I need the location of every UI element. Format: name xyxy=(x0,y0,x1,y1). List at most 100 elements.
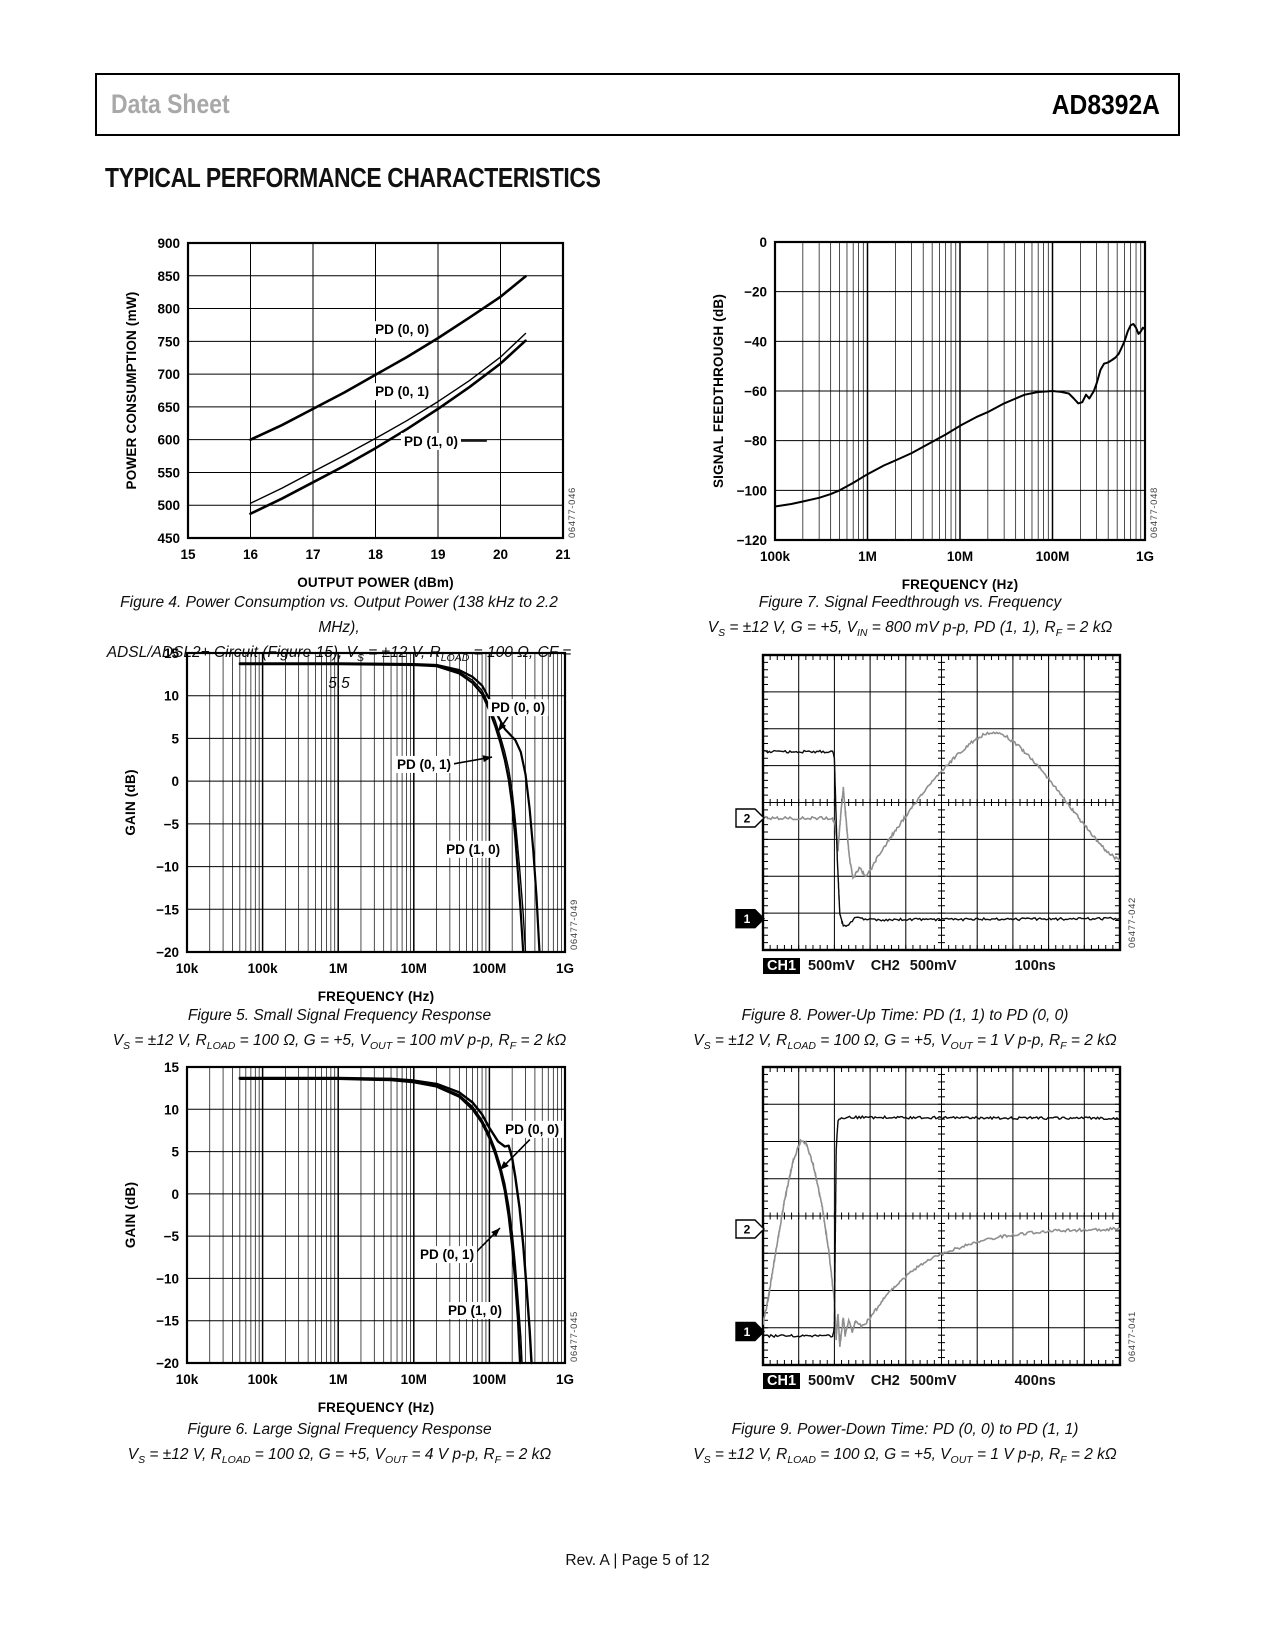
svg-text:10: 10 xyxy=(164,1102,179,1117)
svg-text:−10: −10 xyxy=(156,860,179,875)
series-pd-1-0 xyxy=(249,339,527,516)
svg-text:FREQUENCY (Hz): FREQUENCY (Hz) xyxy=(318,1400,435,1415)
series-pd-0-0 xyxy=(238,662,541,954)
svg-text:PD (1, 0): PD (1, 0) xyxy=(448,1303,502,1318)
trace-ch1-input xyxy=(763,749,1120,928)
svg-text:20: 20 xyxy=(493,547,508,562)
svg-text:16: 16 xyxy=(243,547,259,562)
svg-text:−20: −20 xyxy=(156,945,179,960)
svg-text:1: 1 xyxy=(744,1325,751,1339)
svg-text:450: 450 xyxy=(157,531,180,546)
svg-text:600: 600 xyxy=(157,433,180,448)
ch2-label: CH2 xyxy=(870,958,900,974)
svg-text:5: 5 xyxy=(171,731,179,746)
svg-text:FREQUENCY (Hz): FREQUENCY (Hz) xyxy=(902,577,1019,592)
figure-7-code: 06477-048 xyxy=(1149,487,1160,538)
svg-text:PD (1, 0): PD (1, 0) xyxy=(404,434,458,449)
svg-text:GAIN (dB): GAIN (dB) xyxy=(123,1182,138,1248)
svg-text:100M: 100M xyxy=(1036,549,1070,564)
svg-text:PD (1, 0): PD (1, 0) xyxy=(446,842,500,857)
svg-text:2: 2 xyxy=(744,1223,751,1237)
svg-text:1M: 1M xyxy=(329,1372,348,1387)
trace-ch1-input xyxy=(763,1114,1120,1339)
svg-text:10M: 10M xyxy=(947,549,973,564)
figure-5-code: 06477-049 xyxy=(569,899,580,950)
ch2-scale: 500mV xyxy=(909,958,957,974)
figure-9-readout: CH1 500mV CH2 500mV 400ns xyxy=(763,1373,1056,1389)
svg-text:SIGNAL FEEDTHROUGH (dB): SIGNAL FEEDTHROUGH (dB) xyxy=(711,294,726,488)
svg-text:2: 2 xyxy=(744,811,751,825)
svg-text:5: 5 xyxy=(171,1145,179,1160)
series-pd-0-1 xyxy=(249,332,527,504)
svg-text:−10: −10 xyxy=(156,1271,179,1286)
svg-text:−20: −20 xyxy=(744,285,767,300)
series-pd-0-1 xyxy=(239,663,527,953)
svg-text:700: 700 xyxy=(157,367,180,382)
svg-text:−15: −15 xyxy=(156,1314,179,1329)
figure-8-caption: Figure 8. Power-Up Time: PD (1, 1) to PD… xyxy=(693,1007,1117,1053)
svg-text:POWER CONSUMPTION (mW): POWER CONSUMPTION (mW) xyxy=(124,292,139,490)
svg-text:1: 1 xyxy=(744,912,751,926)
svg-text:15: 15 xyxy=(164,1060,180,1075)
series-pd-1-0 xyxy=(238,1077,522,1365)
series-pd-0-0 xyxy=(238,1076,533,1365)
svg-text:0: 0 xyxy=(759,235,767,250)
section-title: TYPICAL PERFORMANCE CHARACTERISTICS xyxy=(105,162,601,193)
ch2-label: CH2 xyxy=(870,1373,900,1389)
figure-9-caption: Figure 9. Power-Down Time: PD (0, 0) to … xyxy=(693,1421,1117,1467)
trace-ch2-output xyxy=(763,1138,1120,1348)
svg-text:PD (0, 1): PD (0, 1) xyxy=(397,757,451,772)
figure-9-scope: 21 xyxy=(735,1065,1122,1367)
svg-text:10k: 10k xyxy=(176,961,199,976)
svg-text:100M: 100M xyxy=(473,961,507,976)
series-pd-1-0 xyxy=(238,663,525,954)
ch1-badge: CH1 xyxy=(763,1373,801,1389)
svg-text:PD (0, 0): PD (0, 0) xyxy=(375,322,429,337)
ch1-badge: CH1 xyxy=(763,958,801,974)
trace-ch2-output xyxy=(763,731,1120,881)
figure-6-code: 06477-045 xyxy=(569,1311,580,1362)
figure-5-caption: Figure 5. Small Signal Frequency Respons… xyxy=(112,1007,567,1053)
channel-marker-2 xyxy=(735,808,765,828)
svg-text:550: 550 xyxy=(157,465,180,480)
series-pd-0-0 xyxy=(249,275,527,441)
svg-text:850: 850 xyxy=(157,269,180,284)
svg-text:1G: 1G xyxy=(1136,549,1154,564)
svg-text:10k: 10k xyxy=(176,1372,199,1387)
svg-text:750: 750 xyxy=(157,334,180,349)
svg-text:10M: 10M xyxy=(401,1372,427,1387)
svg-text:100M: 100M xyxy=(473,1372,507,1387)
svg-text:0: 0 xyxy=(171,1187,179,1202)
svg-text:17: 17 xyxy=(305,547,320,562)
figure-6-caption: Figure 6. Large Signal Frequency Respons… xyxy=(127,1421,552,1467)
figure-9-code: 06477-041 xyxy=(1127,1311,1138,1362)
figure-8-scope: 21 xyxy=(735,653,1122,952)
timebase: 400ns xyxy=(1014,1373,1056,1389)
svg-text:1G: 1G xyxy=(556,961,574,976)
svg-text:−5: −5 xyxy=(164,1229,180,1244)
svg-text:650: 650 xyxy=(157,400,180,415)
svg-text:−80: −80 xyxy=(744,434,767,449)
svg-text:PD (0, 1): PD (0, 1) xyxy=(375,384,429,399)
svg-text:−20: −20 xyxy=(156,1356,179,1371)
figure-6-chart: 10k 100k 1M 10M 100M 1G 15 10 5 0 −5 −10 −15 −20 PD (0… xyxy=(123,1060,574,1415)
svg-text:10: 10 xyxy=(164,689,179,704)
svg-text:100k: 100k xyxy=(248,1372,279,1387)
svg-text:OUTPUT POWER (dBm): OUTPUT POWER (dBm) xyxy=(297,575,454,590)
timebase: 100ns xyxy=(1014,958,1056,974)
channel-marker-1 xyxy=(735,909,765,929)
svg-text:1M: 1M xyxy=(858,549,877,564)
svg-text:−60: −60 xyxy=(744,384,767,399)
svg-text:1G: 1G xyxy=(556,1372,574,1387)
figure-8-code: 06477-042 xyxy=(1127,897,1138,948)
svg-text:PD (0, 0): PD (0, 0) xyxy=(505,1122,559,1137)
svg-text:0: 0 xyxy=(171,774,179,789)
figure-5-chart: 10k 100k 1M 10M 100M 1G 15 10 5 0 −5 −10 −15 −20 PD (0… xyxy=(123,646,574,1004)
channel-marker-2 xyxy=(735,1219,765,1239)
svg-text:−40: −40 xyxy=(744,334,767,349)
doc-type-label: Data Sheet xyxy=(111,89,230,119)
svg-text:PD (0, 1): PD (0, 1) xyxy=(420,1247,474,1262)
svg-text:1M: 1M xyxy=(329,961,348,976)
svg-text:−120: −120 xyxy=(737,533,767,548)
figure-7-chart: 100k 1M 10M 100M 1G 0 −20 −40 −60 −80 −100 −120 FREQ… xyxy=(711,235,1154,592)
